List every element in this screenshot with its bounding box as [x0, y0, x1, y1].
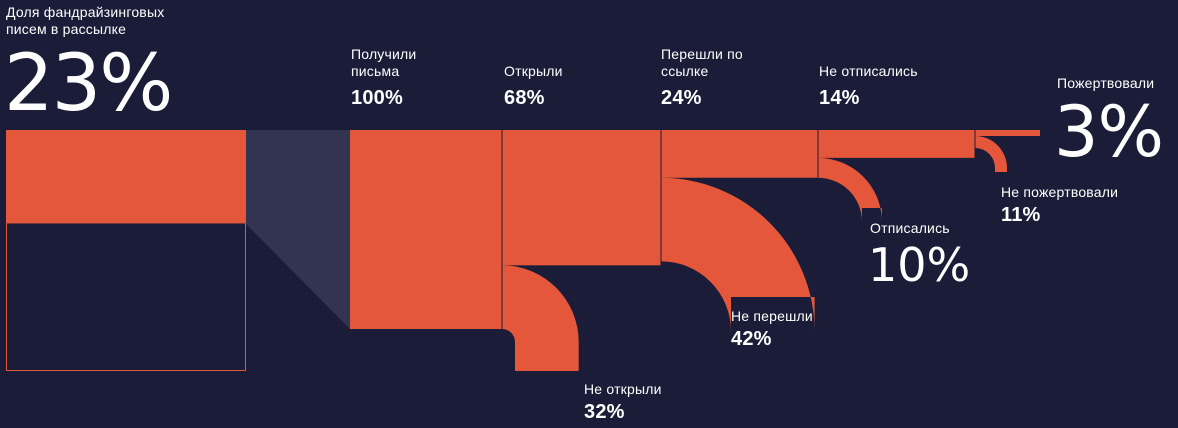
stage-label-text: Перешли по ссылке	[661, 46, 743, 79]
stage-label-donated: Пожертвовали	[1057, 75, 1154, 92]
stage-value: 68%	[504, 87, 545, 109]
stage-bar	[818, 130, 975, 158]
stage-label-text: Открыли	[504, 63, 563, 79]
dropoff-label-not-clicked: Не перешли 42%	[731, 308, 813, 351]
share-box-fill	[6, 130, 246, 224]
dropoff-band-not-clicked	[661, 177, 815, 332]
dropoff-value: 11%	[1001, 204, 1041, 226]
stage-value: 100%	[351, 87, 403, 109]
dropoff-label-text: Отписались	[870, 220, 950, 236]
stage-label-text: Не отписались	[819, 63, 918, 79]
connector-shape	[246, 130, 350, 329]
stage-label-text: Получили письма	[351, 46, 417, 79]
dropoff-value: 32%	[584, 401, 625, 423]
dropoff-value: 42%	[731, 328, 772, 350]
dropoff-label-text: Не перешли	[731, 308, 813, 324]
stage-bar	[975, 130, 1040, 136]
stage-bar	[502, 130, 661, 266]
stage-label-not-unsubscribed: Не отписались 14%	[819, 63, 918, 110]
stage-label-received: Получили письма 100%	[351, 46, 441, 110]
stage-value: 14%	[819, 87, 860, 109]
dropoff-label-text: Не открыли	[584, 381, 662, 397]
dropoff-band-not-opened	[502, 265, 579, 371]
stage-label-text: Пожертвовали	[1057, 75, 1155, 91]
dropoff-label-not-donated: Не пожертвовали 11%	[1001, 184, 1118, 227]
dropoff-label-unsubscribed: Отписались	[870, 220, 950, 237]
dropoff-band-not-donated	[975, 135, 1007, 172]
stage-label-opened: Открыли 68%	[504, 63, 563, 110]
stage-label-clicked: Перешли по ссылке 24%	[661, 46, 751, 110]
share-label: Доля фандрайзинговых писем в рассылке	[6, 4, 165, 37]
dropoff-label-text: Не пожертвовали	[1001, 184, 1119, 200]
stage-bar	[661, 130, 818, 178]
donated-value: 3%	[1054, 91, 1164, 173]
dropoff-band-unsubscribed	[818, 157, 882, 222]
stage-value: 24%	[661, 87, 702, 109]
dropoff-label-not-opened: Не открыли 32%	[584, 381, 662, 424]
share-value: 23%	[4, 39, 173, 129]
unsubscribed-value: 10%	[868, 238, 971, 292]
stage-bar	[350, 130, 502, 329]
